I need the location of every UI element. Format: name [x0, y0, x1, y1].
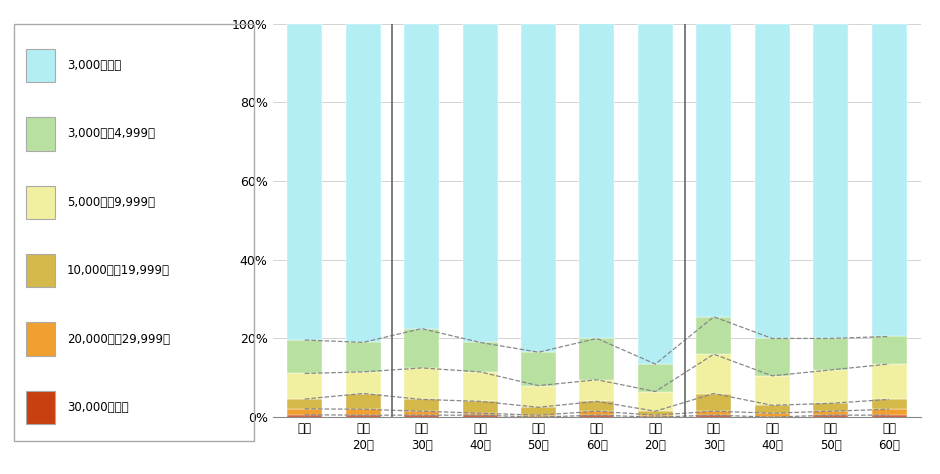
Bar	[404, 411, 439, 415]
Bar	[579, 411, 615, 415]
Bar	[755, 24, 790, 338]
Text: 3,000円～4,999円: 3,000円～4,999円	[67, 128, 155, 140]
Bar	[346, 342, 381, 372]
Bar	[871, 364, 906, 400]
Bar	[871, 24, 906, 337]
Bar	[521, 24, 556, 352]
Bar	[755, 376, 790, 405]
Bar	[813, 415, 848, 417]
Bar	[462, 401, 497, 413]
Bar	[288, 24, 322, 340]
Bar	[697, 317, 731, 354]
Bar	[346, 372, 381, 393]
Bar	[813, 403, 848, 411]
Bar	[521, 386, 556, 407]
Bar	[813, 24, 848, 338]
Bar	[404, 24, 439, 328]
Bar	[579, 380, 615, 401]
Bar	[404, 415, 439, 417]
Text: 5,000円～9,999円: 5,000円～9,999円	[67, 196, 155, 209]
Bar	[288, 374, 322, 399]
Bar	[346, 409, 381, 415]
Bar	[404, 328, 439, 368]
Text: 3,000円未満: 3,000円未満	[67, 59, 121, 72]
Bar	[26, 391, 55, 424]
Bar	[638, 24, 673, 364]
Bar	[462, 413, 497, 415]
Bar	[26, 49, 55, 82]
Bar	[288, 340, 322, 374]
Bar	[521, 352, 556, 386]
Bar	[755, 338, 790, 376]
Bar	[697, 411, 731, 415]
Bar	[871, 400, 906, 409]
Bar	[579, 415, 615, 417]
Bar	[638, 415, 673, 417]
Bar	[26, 322, 55, 356]
Text: 30,000円以上: 30,000円以上	[67, 401, 129, 414]
Bar	[813, 411, 848, 415]
Bar	[26, 254, 55, 287]
Bar	[26, 185, 55, 219]
Bar	[871, 415, 906, 417]
Bar	[697, 415, 731, 417]
Bar	[579, 338, 615, 380]
Bar	[346, 415, 381, 417]
Bar	[404, 400, 439, 411]
Bar	[638, 364, 673, 392]
Bar	[288, 399, 322, 409]
Bar	[638, 392, 673, 411]
Bar	[579, 22, 615, 338]
Bar	[346, 393, 381, 409]
Bar	[462, 342, 497, 372]
Bar	[288, 415, 322, 417]
Text: 20,000円～29,999円: 20,000円～29,999円	[67, 333, 170, 346]
Bar	[871, 337, 906, 364]
Bar	[462, 415, 497, 417]
Bar	[697, 354, 731, 393]
Bar	[346, 24, 381, 342]
Bar	[579, 401, 615, 411]
Bar	[404, 368, 439, 400]
Bar	[697, 393, 731, 411]
Bar	[521, 415, 556, 417]
Bar	[521, 407, 556, 415]
Text: 10,000円～19,999円: 10,000円～19,999円	[67, 264, 170, 277]
Bar	[755, 413, 790, 417]
Bar	[871, 409, 906, 415]
Bar	[697, 24, 731, 317]
Bar	[813, 338, 848, 370]
Bar	[288, 409, 322, 415]
Bar	[813, 370, 848, 403]
Bar	[462, 24, 497, 342]
Bar	[638, 411, 673, 415]
Bar	[26, 117, 55, 151]
Bar	[462, 372, 497, 401]
Bar	[755, 405, 790, 413]
